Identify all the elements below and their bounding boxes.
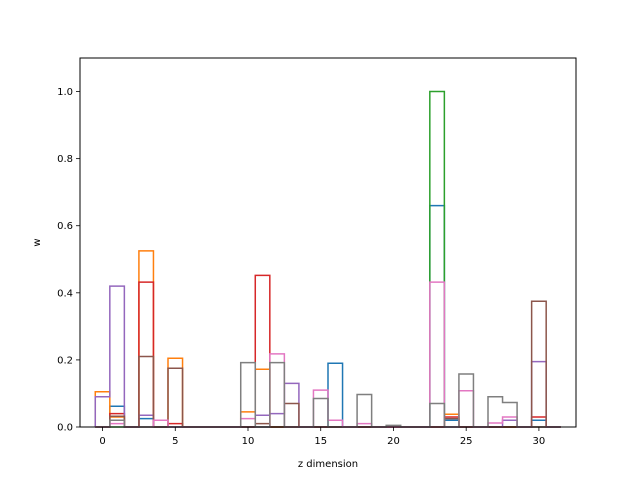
bar xyxy=(328,363,343,427)
bar xyxy=(139,282,154,427)
y-tick-label: 0.2 xyxy=(57,355,73,366)
bar xyxy=(241,419,256,427)
bar xyxy=(532,417,547,427)
x-tick-label: 15 xyxy=(314,436,327,447)
bar xyxy=(139,415,154,427)
bar xyxy=(357,394,372,427)
series-group xyxy=(94,90,561,428)
x-tick-label: 25 xyxy=(460,436,473,447)
bar xyxy=(168,368,183,427)
y-axis-label: w xyxy=(32,238,43,246)
axes-frame xyxy=(79,57,577,428)
bar xyxy=(430,282,445,427)
x-axis-label: z dimension xyxy=(298,459,358,470)
bar xyxy=(255,369,270,427)
y-axis: 0.0 0.2 0.4 0.6 0.8 1.0 xyxy=(57,87,80,434)
y-tick-label: 1.0 xyxy=(57,87,73,98)
bar xyxy=(503,417,518,427)
bar xyxy=(255,275,270,427)
bar xyxy=(328,420,343,427)
y-tick-label: 0.4 xyxy=(57,288,73,299)
bar xyxy=(95,397,110,427)
bar xyxy=(459,374,474,427)
bar xyxy=(284,404,299,427)
bar xyxy=(430,404,445,427)
bar xyxy=(503,403,518,427)
x-axis: 0 5 10 15 20 25 30 xyxy=(99,427,545,447)
bar xyxy=(110,416,125,427)
x-tick-label: 30 xyxy=(533,436,546,447)
bar xyxy=(313,390,328,427)
y-tick-label: 0.6 xyxy=(57,221,73,232)
bar xyxy=(139,357,154,427)
bar xyxy=(313,398,328,427)
bar xyxy=(270,354,285,427)
x-tick-label: 10 xyxy=(242,436,255,447)
bar xyxy=(241,412,256,427)
bar xyxy=(430,206,445,427)
bar xyxy=(459,391,474,427)
bar xyxy=(241,363,256,427)
bar xyxy=(270,414,285,427)
bar xyxy=(430,92,445,427)
bar xyxy=(503,420,518,427)
y-tick-label: 0.0 xyxy=(57,423,73,434)
bar xyxy=(255,415,270,427)
bar xyxy=(139,419,154,427)
bar xyxy=(110,417,125,427)
bar xyxy=(153,420,168,427)
x-tick-label: 20 xyxy=(387,436,400,447)
bar xyxy=(139,251,154,427)
bar xyxy=(270,363,285,427)
y-tick-label: 0.8 xyxy=(57,154,73,165)
bar xyxy=(532,301,547,427)
x-tick-label: 5 xyxy=(172,436,178,447)
bar xyxy=(532,420,547,427)
bar xyxy=(284,383,299,427)
x-tick-label: 0 xyxy=(99,436,105,447)
bar xyxy=(444,420,459,427)
